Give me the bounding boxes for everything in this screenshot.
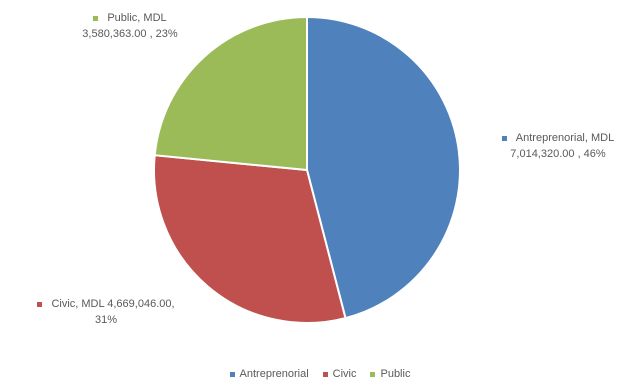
data-label-bullet-civic	[37, 301, 43, 307]
data-label-antreprenorial-line2: 7,014,320.00 , 46%	[510, 148, 606, 160]
data-label-civic-line1: Civic, MDL 4,669,046.00,	[51, 298, 175, 310]
data-label-civic-line2: 31%	[94, 314, 118, 326]
data-label-antreprenorial-line1: Antreprenorial, MDL	[515, 132, 615, 144]
legend: Antreprenorial Civic Public	[0, 368, 640, 380]
legend-item-antreprenorial[interactable]: Antreprenorial	[229, 368, 309, 380]
legend-label-civic: Civic	[332, 368, 357, 380]
data-label-public: Public, MDL 3,580,363.00 , 23%	[30, 10, 230, 42]
data-label-public-line2: 3,580,363.00 , 23%	[82, 28, 178, 40]
pie-slice-antreprenorial[interactable]	[306, 15, 461, 320]
data-label-civic: Civic, MDL 4,669,046.00, 31%	[6, 296, 206, 328]
legend-label-public: Public	[380, 368, 411, 380]
legend-swatch-antreprenorial	[229, 371, 235, 377]
legend-swatch-civic	[322, 371, 328, 377]
legend-label-antreprenorial: Antreprenorial	[239, 368, 309, 380]
data-label-bullet-antreprenorial	[501, 135, 507, 141]
legend-item-public[interactable]: Public	[370, 368, 410, 380]
data-label-public-line1: Public, MDL	[107, 12, 167, 24]
legend-item-civic[interactable]: Civic	[322, 368, 357, 380]
data-label-antreprenorial: Antreprenorial, MDL 7,014,320.00 , 46%	[478, 130, 638, 162]
pie-slice-public[interactable]	[153, 15, 308, 172]
data-label-bullet-public	[93, 15, 99, 21]
pie-slice-civic[interactable]	[153, 154, 347, 324]
legend-swatch-public	[370, 371, 376, 377]
